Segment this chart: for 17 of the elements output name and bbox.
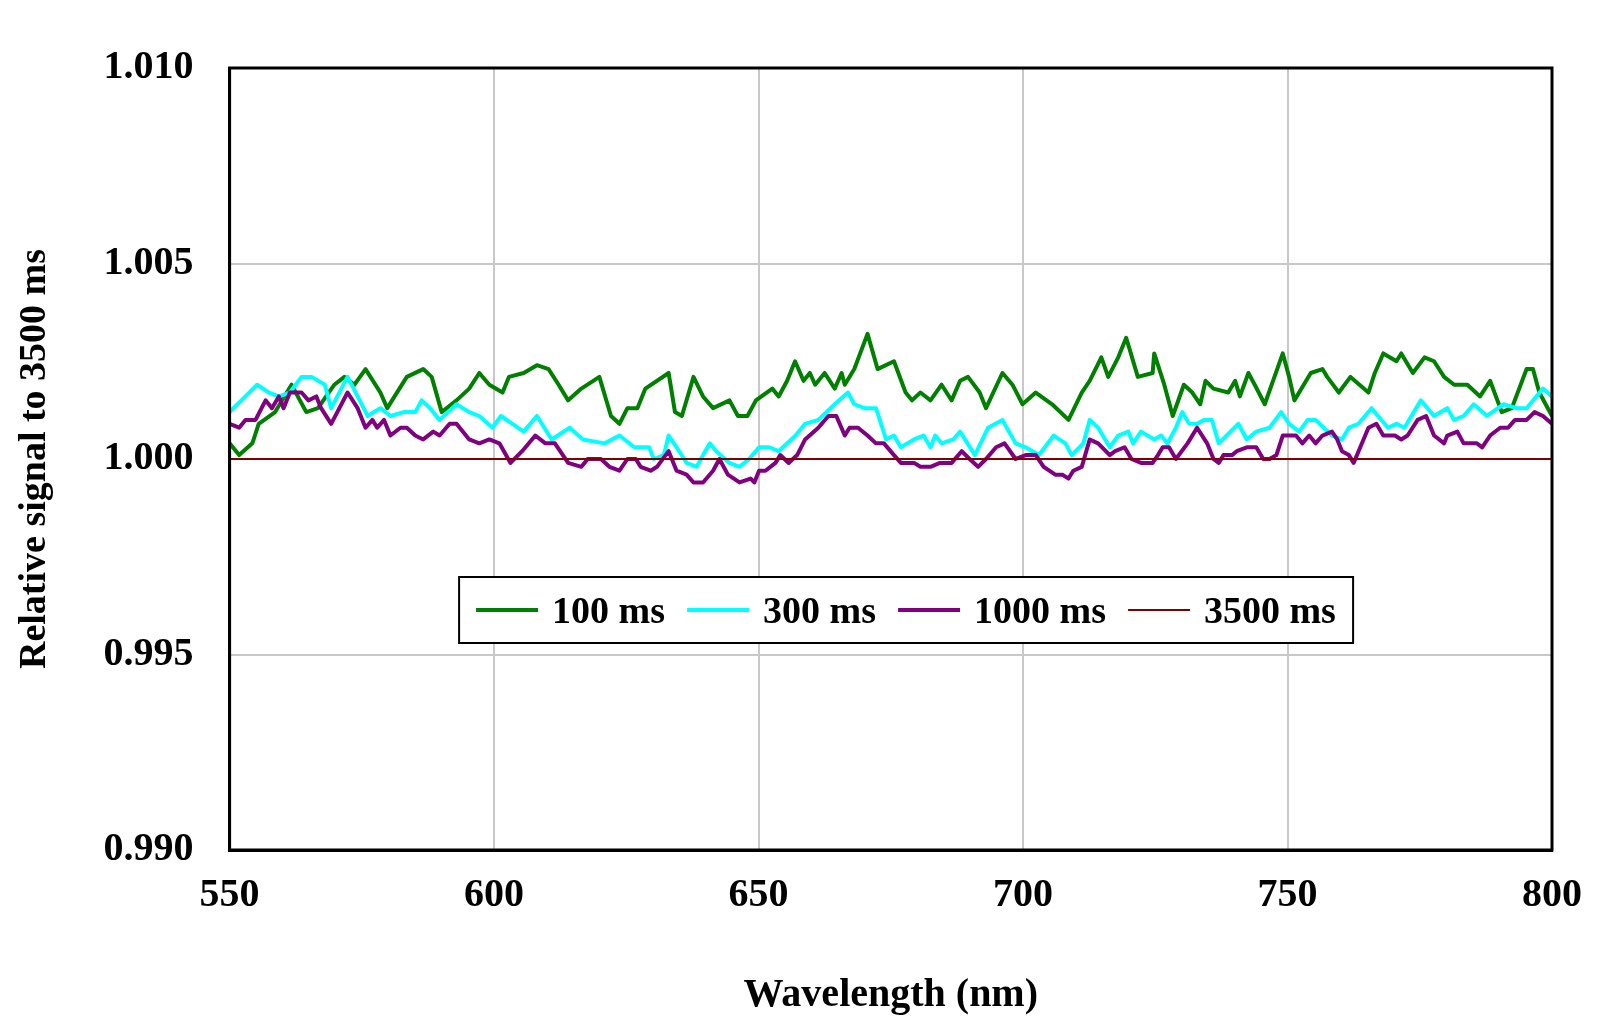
x-axis-title: Wavelength (nm): [743, 970, 1039, 1016]
legend-label: 100 ms: [552, 588, 666, 632]
x-tick-label: 650: [728, 870, 789, 916]
y-tick-label: 1.010: [103, 42, 194, 88]
y-tick-label: 1.005: [103, 237, 194, 283]
y-tick-label: 0.995: [103, 628, 194, 674]
x-tick-label: 750: [1257, 870, 1318, 916]
x-tick-label: 700: [993, 870, 1054, 916]
y-axis-title: Relative signal to 3500 ms: [10, 248, 53, 670]
x-tick-label: 800: [1522, 870, 1582, 916]
x-tick-label: 600: [464, 870, 525, 916]
legend-label: 300 ms: [763, 588, 876, 632]
x-tick-label: 550: [199, 870, 260, 916]
y-tick-label: 1.000: [103, 433, 194, 479]
y-tick-label: 0.990: [103, 824, 194, 870]
legend-label: 1000 ms: [974, 588, 1106, 632]
legend-label: 3500 ms: [1203, 588, 1336, 632]
